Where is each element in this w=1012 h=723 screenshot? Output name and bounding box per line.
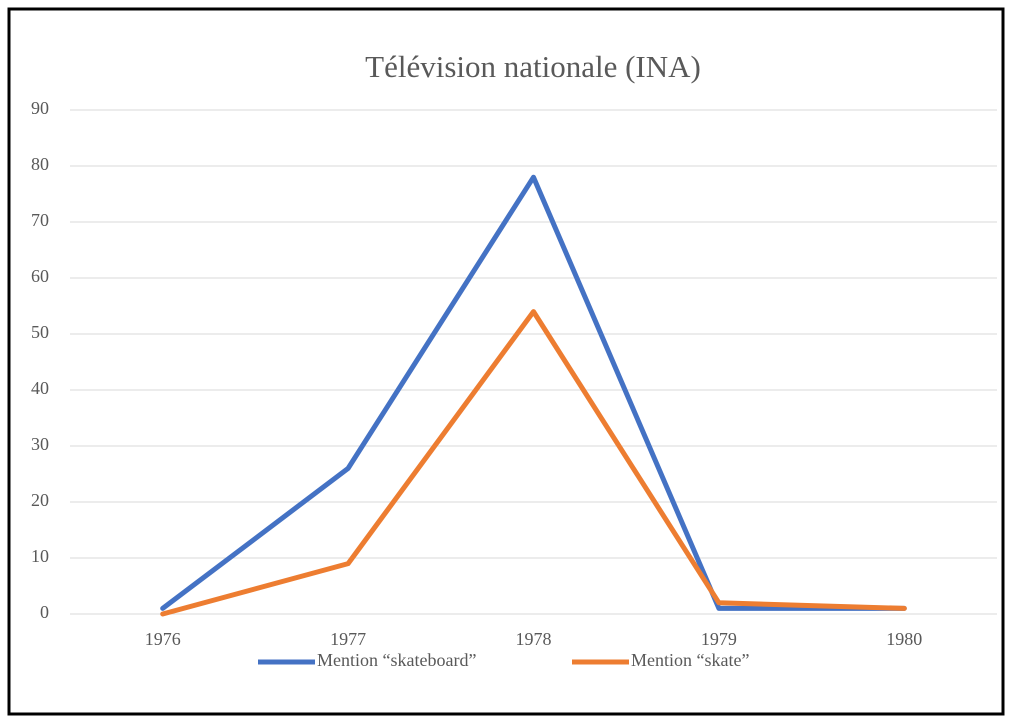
y-tick-label: 80	[31, 154, 49, 174]
series-line	[160, 174, 907, 611]
y-tick-label: 10	[31, 546, 49, 566]
chart-title: Télévision nationale (INA)	[365, 49, 701, 84]
x-tick-label: 1979	[701, 629, 737, 649]
x-tick-label: 1976	[145, 629, 181, 649]
y-tick-label: 40	[31, 378, 49, 398]
series-line	[160, 309, 907, 617]
y-tick-label: 60	[31, 266, 49, 286]
x-tick-label: 1980	[886, 629, 922, 649]
y-tick-label: 90	[31, 98, 49, 118]
x-tick-label: 1977	[330, 629, 366, 649]
y-tick-label: 20	[31, 490, 49, 510]
legend-label: Mention “skate”	[631, 650, 749, 670]
x-tick-label: 1978	[516, 629, 552, 649]
y-tick-label: 70	[31, 210, 49, 230]
y-tick-label: 50	[31, 322, 49, 342]
y-tick-label: 30	[31, 434, 49, 454]
y-tick-label: 0	[40, 602, 49, 622]
legend-label: Mention “skateboard”	[317, 650, 476, 670]
